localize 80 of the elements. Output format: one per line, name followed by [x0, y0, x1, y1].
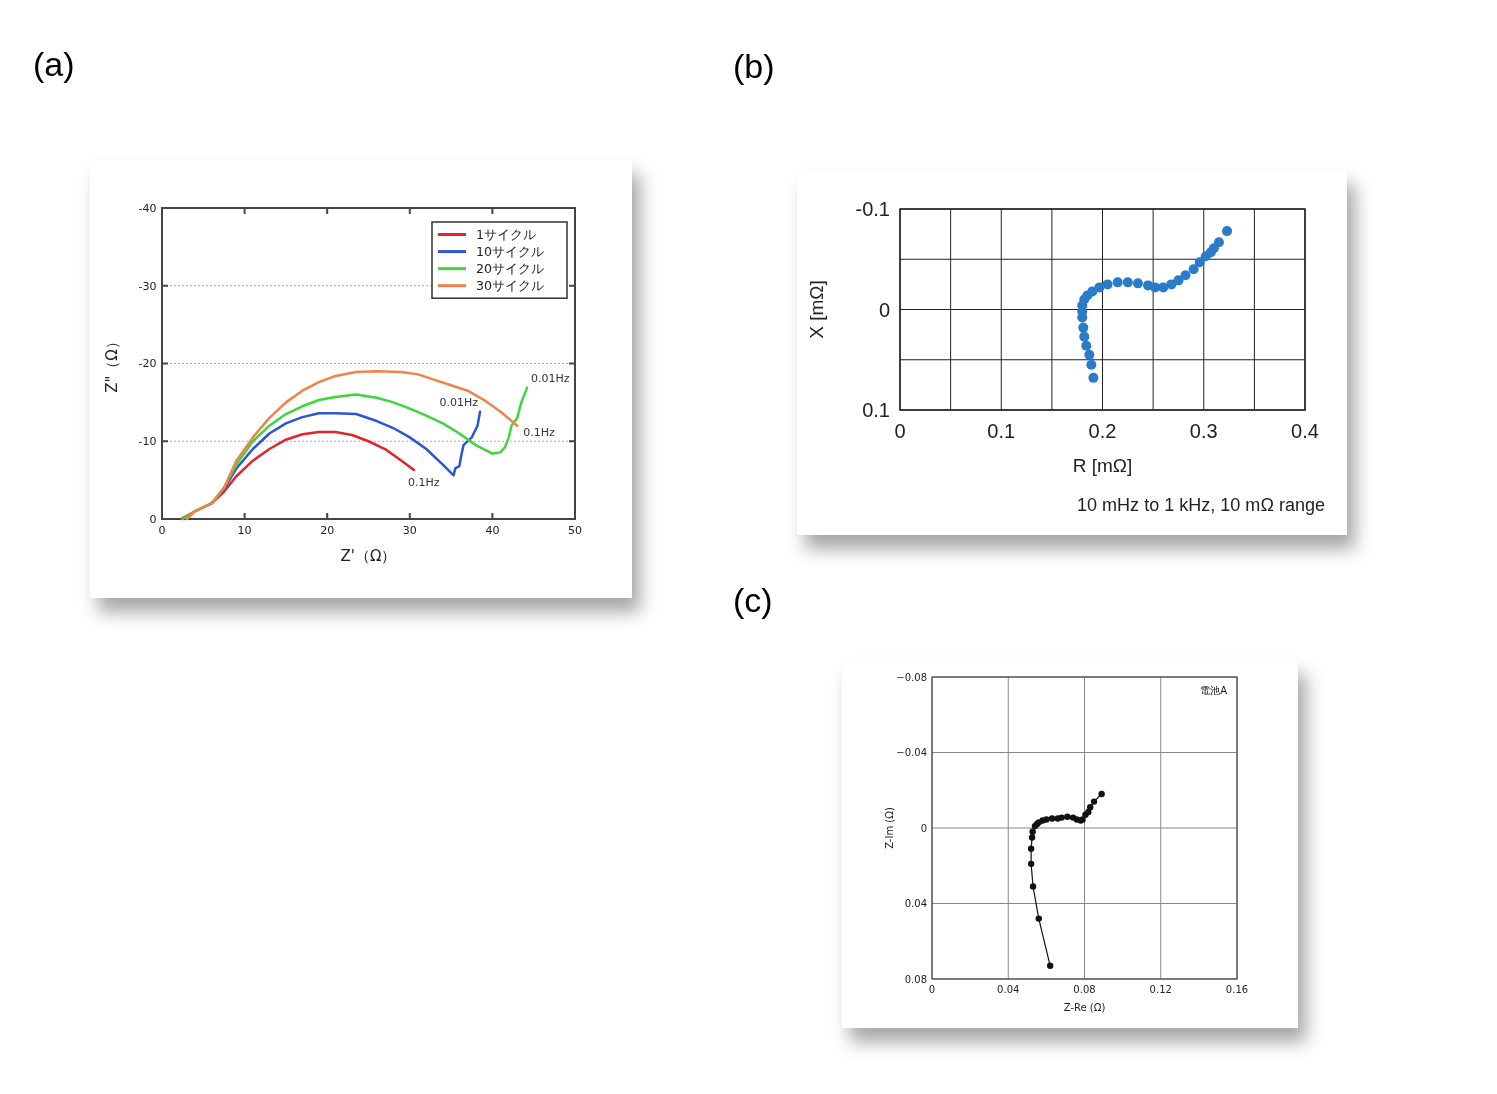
annotation: 0.1Hz — [407, 476, 440, 490]
annotation: 0.01Hz — [531, 371, 570, 385]
text: 10 mHz to 1 kHz, 10 mΩ range — [1077, 495, 1325, 515]
point — [1078, 322, 1089, 333]
point — [1084, 349, 1095, 360]
point — [1043, 816, 1050, 823]
y-tick-label: 0 — [878, 298, 890, 321]
point — [1058, 814, 1065, 821]
x-tick-label: 40 — [485, 524, 500, 538]
point — [1173, 275, 1184, 286]
point — [1213, 237, 1224, 248]
text: 電池A — [1200, 685, 1228, 696]
y-tick-label: 0.08 — [904, 973, 927, 985]
point — [1081, 340, 1092, 351]
point — [1029, 828, 1036, 835]
x-axis-title: Z'（Ω） — [340, 547, 397, 566]
point — [1086, 359, 1097, 370]
y-axis-title: Z-Im (Ω) — [884, 807, 895, 849]
point — [1158, 282, 1169, 293]
annotation: 0.1Hz — [523, 425, 555, 439]
y-tick-label: -10 — [138, 435, 157, 449]
y-tick-label: −0.08 — [896, 671, 927, 683]
point — [1088, 372, 1099, 383]
x-tick-label: 10 — [237, 524, 252, 538]
chart-title: (b) — [733, 47, 775, 85]
x-axis-title: R [mΩ] — [1072, 455, 1133, 477]
chart-title: (c) — [733, 581, 773, 619]
x-tick-label: 20 — [320, 524, 335, 538]
y-tick-label: 0.04 — [904, 898, 927, 909]
x-tick-label: 0.12 — [1149, 984, 1172, 995]
point — [1087, 804, 1094, 811]
x-tick-label: 0.2 — [1088, 420, 1117, 442]
x-tick-label: 0.04 — [997, 984, 1020, 995]
point — [1188, 264, 1199, 275]
point — [1027, 860, 1035, 868]
legend-label: 10サイクル — [476, 243, 545, 259]
legend-label: 30サイクル — [476, 278, 545, 294]
x-tick-label: 0.1 — [987, 420, 1016, 442]
point — [1094, 282, 1105, 293]
x-tick-label: 0.4 — [1291, 420, 1319, 442]
x-tick-label: 0.3 — [1189, 420, 1218, 442]
y-tick-label: -30 — [138, 279, 157, 293]
point — [1102, 279, 1113, 290]
point — [1132, 278, 1143, 289]
legend-label: 1サイクル — [476, 226, 537, 242]
y-tick-label: -20 — [138, 357, 157, 371]
point — [1180, 270, 1191, 281]
chart-title: (a) — [33, 45, 75, 83]
point — [1064, 813, 1071, 820]
point — [1122, 277, 1133, 288]
y-axis-title: Z"（Ω） — [102, 334, 121, 393]
x-axis-title: Z-Re (Ω) — [1063, 1002, 1106, 1013]
point — [1194, 257, 1205, 268]
x-tick-label: 50 — [568, 524, 582, 538]
point — [1098, 790, 1105, 798]
point — [1150, 282, 1161, 293]
y-tick-label: 0.1 — [862, 399, 890, 421]
y-axis-title: X [mΩ] — [805, 280, 827, 339]
point — [1079, 331, 1090, 342]
x-tick-label: 0.08 — [1073, 984, 1096, 995]
x-tick-label: 0 — [158, 524, 166, 538]
point — [1112, 277, 1123, 288]
y-tick-label: 0 — [920, 822, 927, 834]
annotation: 0.01Hz — [439, 395, 479, 409]
point — [1029, 883, 1037, 890]
x-tick-label: 0.16 — [1225, 984, 1249, 995]
point — [1027, 845, 1035, 852]
point — [1048, 815, 1056, 822]
x-tick-label: 0 — [928, 984, 936, 995]
y-tick-label: 0 — [149, 512, 157, 526]
legend-label: 20サイクル — [476, 261, 545, 277]
point — [1090, 798, 1098, 805]
point — [1028, 834, 1036, 841]
y-tick-label: -40 — [138, 201, 157, 215]
y-tick-label: -0.1 — [855, 198, 890, 220]
point — [1035, 915, 1042, 922]
point — [1222, 226, 1233, 237]
x-tick-label: 30 — [402, 524, 417, 538]
y-tick-label: −0.04 — [896, 747, 927, 758]
point — [1046, 962, 1054, 969]
